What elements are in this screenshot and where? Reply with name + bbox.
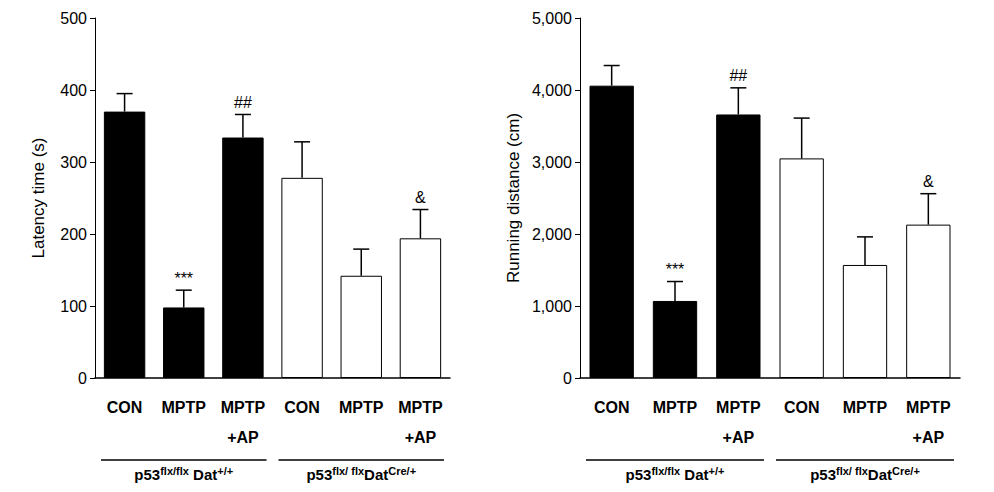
svg-text:+AP: +AP	[913, 429, 945, 446]
svg-text:p53: p53	[810, 466, 836, 483]
svg-text:Cre/+: Cre/+	[892, 465, 920, 477]
svg-text:0: 0	[563, 370, 572, 387]
svg-text:flx/flx: flx/flx	[651, 465, 681, 477]
svg-text:CON: CON	[594, 399, 630, 416]
svg-text:100: 100	[60, 298, 87, 315]
svg-text:Cre/+: Cre/+	[388, 465, 416, 477]
svg-text:&: &	[415, 189, 426, 206]
svg-text:***: ***	[174, 270, 193, 287]
svg-text:Dat: Dat	[364, 466, 388, 483]
svg-text:MPTP: MPTP	[843, 399, 888, 416]
svg-text:3,000: 3,000	[532, 154, 572, 171]
svg-text:flx/ flx: flx/ flx	[332, 465, 365, 477]
svg-text:flx/ flx: flx/ flx	[836, 465, 869, 477]
svg-text:Latency time (s): Latency time (s)	[29, 138, 48, 259]
svg-text:***: ***	[666, 261, 685, 278]
svg-text:MPTP: MPTP	[162, 399, 207, 416]
svg-text:MPTP: MPTP	[716, 399, 761, 416]
svg-text:400: 400	[60, 82, 87, 99]
svg-text:+AP: +AP	[405, 429, 437, 446]
svg-text:flx/flx: flx/flx	[160, 465, 190, 477]
svg-text:+/+: +/+	[709, 465, 725, 477]
svg-text:+/+: +/+	[217, 465, 233, 477]
svg-text:MPTP: MPTP	[906, 399, 951, 416]
svg-text:+AP: +AP	[227, 429, 259, 446]
svg-text:Dat: Dat	[680, 466, 708, 483]
svg-text:4,000: 4,000	[532, 82, 572, 99]
svg-text:p53: p53	[306, 466, 332, 483]
svg-text:CON: CON	[107, 399, 143, 416]
svg-text:p53: p53	[134, 466, 160, 483]
svg-text:200: 200	[60, 226, 87, 243]
svg-text:+AP: +AP	[723, 429, 755, 446]
svg-text:1,000: 1,000	[532, 298, 572, 315]
svg-text:p53: p53	[626, 466, 652, 483]
svg-text:MPTP: MPTP	[653, 399, 698, 416]
svg-text:Dat: Dat	[189, 466, 217, 483]
svg-text:300: 300	[60, 154, 87, 171]
svg-text:Dat: Dat	[868, 466, 892, 483]
svg-text:MPTP: MPTP	[398, 399, 443, 416]
svg-text:CON: CON	[784, 399, 820, 416]
svg-text:MPTP: MPTP	[339, 399, 384, 416]
svg-text:5,000: 5,000	[532, 10, 572, 27]
svg-text:Running distance (cm): Running distance (cm)	[504, 113, 523, 283]
svg-text:MPTP: MPTP	[221, 399, 266, 416]
svg-text:CON: CON	[284, 399, 320, 416]
svg-text:&: &	[923, 173, 934, 190]
svg-text:##: ##	[234, 94, 252, 111]
svg-text:##: ##	[729, 67, 747, 84]
svg-text:2,000: 2,000	[532, 226, 572, 243]
svg-text:500: 500	[60, 10, 87, 27]
svg-text:0: 0	[78, 370, 87, 387]
